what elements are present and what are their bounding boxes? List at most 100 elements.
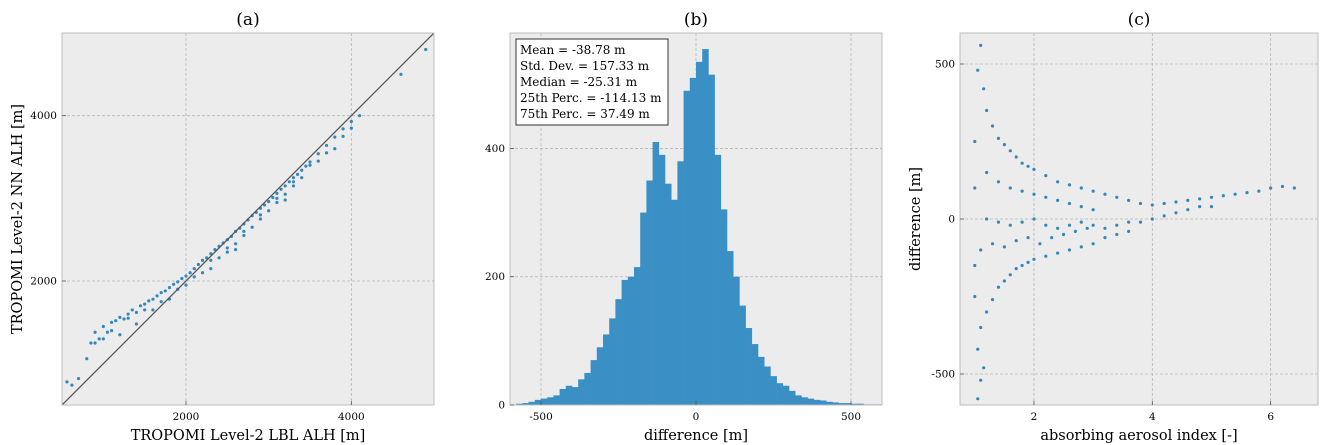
histogram-bar: [677, 161, 684, 405]
scatter-point: [101, 337, 105, 341]
scatter-point: [242, 233, 246, 238]
scatter-point: [1091, 208, 1095, 212]
scatter-point: [1127, 229, 1131, 233]
scatter-point: [1198, 205, 1202, 209]
scatter-point: [1032, 167, 1036, 171]
scatter-point: [258, 213, 262, 217]
scatter-point: [275, 196, 279, 200]
histogram-bar: [671, 199, 678, 405]
scatter-point: [1162, 214, 1166, 218]
scatter-point: [304, 164, 308, 168]
scatter-point: [996, 180, 1001, 184]
y-tick-label: 400: [485, 143, 505, 155]
scatter-point: [1020, 189, 1024, 193]
scatter-point: [97, 337, 101, 341]
histogram-bar: [615, 299, 622, 405]
scatter-point: [126, 312, 130, 316]
scatter-point: [1221, 194, 1225, 198]
scatter-point: [1138, 201, 1143, 206]
scatter-point: [1032, 217, 1036, 221]
scatter-point: [76, 376, 81, 381]
stats-line: 25th Perc. = -114.13 m: [520, 91, 662, 105]
scatter-point: [1150, 203, 1154, 207]
scatter-point: [985, 170, 989, 175]
histogram-bar: [596, 347, 604, 405]
scatter-point: [333, 147, 337, 151]
scatter-point: [242, 229, 246, 233]
scatter-point: [1103, 236, 1107, 240]
scatter-point: [85, 357, 89, 361]
scatter-point: [1127, 198, 1131, 202]
scatter-point: [985, 217, 989, 221]
scatter-point: [1091, 189, 1095, 193]
scatter-point: [1067, 248, 1072, 252]
scatter-point: [399, 72, 403, 76]
y-axis-label: TROPOMI Level-2 NN ALH [m]: [10, 104, 26, 334]
scatter-point: [982, 87, 986, 91]
scatter-point: [287, 180, 291, 184]
scatter-point: [1056, 180, 1060, 184]
histogram-bar: [621, 279, 629, 405]
scatter-point: [275, 191, 279, 195]
histogram-bar: [807, 398, 815, 405]
scatter-point: [196, 262, 200, 267]
scatter-point: [1091, 223, 1095, 227]
scatter-point: [1138, 220, 1143, 224]
scatter-point: [275, 200, 279, 205]
histogram-bar: [627, 276, 635, 405]
histogram-bar: [553, 395, 560, 405]
histogram-bar: [665, 183, 672, 405]
scatter-point: [180, 276, 184, 281]
x-tick-label: -500: [529, 411, 553, 423]
scatter-point: [1044, 254, 1048, 258]
scatter-point: [1014, 267, 1018, 271]
data-layer: [62, 33, 434, 405]
scatter-point: [1198, 197, 1202, 201]
histogram-bar: [832, 402, 839, 405]
scatter-point: [209, 267, 213, 271]
histogram-bar: [733, 276, 740, 405]
scatter-point: [105, 330, 110, 334]
panel-title: (a): [236, 10, 259, 30]
histogram-bar: [857, 403, 864, 405]
histogram-bar: [658, 154, 666, 405]
y-tick-label: 2000: [30, 276, 57, 288]
scatter-point: [267, 200, 271, 204]
histogram-bar: [516, 403, 523, 405]
scatter-point: [118, 333, 122, 337]
scatter-point: [1257, 189, 1261, 193]
histogram-bar: [764, 366, 771, 405]
histogram-bar: [559, 388, 567, 405]
panel-b: -500 0 500 0 200 400 (b) difference [m] Mean = -…: [485, 10, 883, 444]
histogram-bar: [739, 305, 746, 405]
scatter-point: [267, 209, 271, 213]
histogram-bar: [776, 383, 784, 405]
histogram-bar: [547, 397, 554, 405]
scatter-point: [258, 217, 262, 221]
scatter-point: [324, 143, 329, 148]
x-tick-label: 2000: [173, 411, 200, 423]
histogram-bar: [789, 390, 796, 405]
scatter-point: [1056, 251, 1060, 255]
scatter-point: [283, 198, 287, 202]
data-layer: [973, 43, 1296, 401]
scatter-point: [1002, 143, 1006, 147]
scatter-point: [184, 274, 188, 278]
histogram-bar: [813, 399, 821, 405]
y-tick-label: 4000: [30, 110, 57, 122]
scatter-point: [291, 176, 296, 180]
scatter-point: [283, 192, 287, 196]
scatter-point: [358, 114, 362, 118]
axes-frame: [61, 32, 435, 406]
x-tick-label: 4: [1149, 411, 1156, 423]
panel-c: 2 4 6 -500 0 500 (c) absorbing aerosol index [-…: [908, 10, 1319, 444]
histogram-bar: [770, 376, 777, 405]
scatter-point: [1008, 223, 1012, 227]
scatter-point: [192, 275, 196, 279]
histogram-bar: [826, 401, 833, 405]
scatter-point: [1162, 201, 1166, 206]
x-tick-label: 2: [1031, 411, 1038, 423]
histogram-bar: [758, 356, 765, 405]
y-tick-label: 0: [498, 400, 505, 412]
panel-a: 2000 4000 2000 4000 (a) TROPOMI Level-2 LBL A…: [10, 10, 435, 444]
